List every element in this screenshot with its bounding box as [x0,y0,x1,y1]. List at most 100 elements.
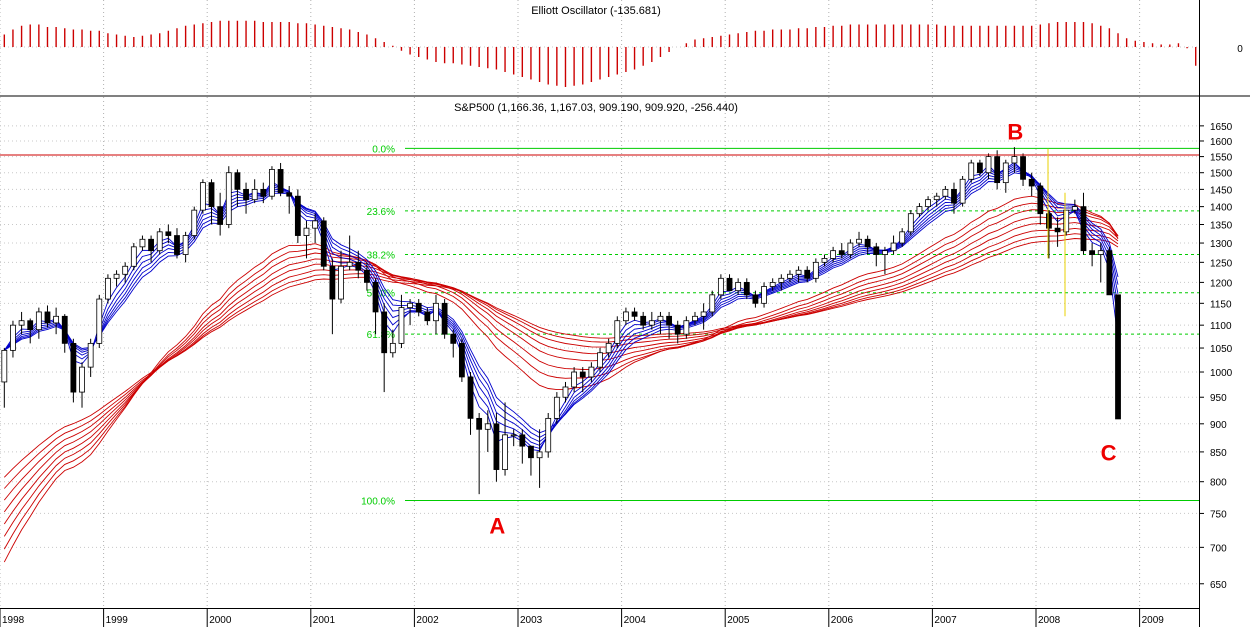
candle-body [450,333,457,344]
candle-body [925,199,931,208]
candle-body [1054,227,1061,233]
candle-body [251,188,258,201]
candle-body [959,178,966,204]
candle-body [890,242,897,252]
candle-body [70,342,77,393]
price-title: S&P500 (1,166.36, 1,167.03, 909.190, 909… [454,102,738,114]
price-grid [0,97,1199,607]
long-ma-line [3,209,1119,537]
price-axis: 650 700 750 800 850 900 950 1000 1050 1100 1150 120… [1199,122,1233,591]
date-label: 2005 [727,615,750,626]
candle-body [260,188,267,197]
candle-body [847,242,854,255]
fib-level-label: 38.2% [367,251,395,262]
candle-body [10,324,16,351]
price-label: 1400 [1210,203,1233,214]
candle-body [968,162,975,180]
price-label: 1250 [1210,258,1233,269]
short-ma-line [3,165,1119,446]
candle-body [329,265,336,300]
candle-body [976,162,983,174]
candle-body [148,238,154,252]
wave-label: C [1101,441,1117,466]
long-moving-averages [3,195,1119,563]
candle-body [338,265,344,300]
long-ma-line [3,238,1119,478]
candle-body [882,250,888,255]
candle-body [441,302,448,335]
candle-body [1028,178,1035,187]
candle-body [139,238,146,248]
candle-body [484,423,491,430]
date-label: 1999 [106,615,129,626]
price-label: 1650 [1210,122,1233,133]
candle-body [700,311,707,317]
oscillator-bars [3,20,1197,87]
candle-body [502,434,508,470]
candle-body [182,235,189,255]
candle-body [562,386,569,398]
long-ma-line [3,227,1119,501]
candle-body [717,277,724,296]
candle-body [571,371,578,388]
candle-body [553,396,560,419]
price-label: 850 [1210,448,1227,459]
candle-body [1080,206,1087,252]
date-label: 2008 [1038,615,1061,626]
candle-body [856,238,862,244]
candle-body [631,311,638,317]
candle-body [907,213,914,233]
candle-body [18,320,25,326]
candle-body [458,342,465,378]
candle-body [415,302,422,313]
candle-body [709,294,716,313]
candle-body [191,209,198,236]
wave-labels: A B C [489,119,1116,538]
candle-body [286,192,293,197]
price-label: 750 [1210,509,1227,520]
candle-body [838,250,845,255]
candle-body [830,250,837,259]
candle-body [269,169,275,197]
price-label: 1350 [1210,220,1233,231]
candle-body [787,273,793,279]
candle-body [174,235,180,255]
candle-body [87,342,94,368]
candle-body [1115,294,1121,420]
candle-body [381,311,388,354]
price-candles [1,147,1121,495]
candle-body [130,246,137,267]
candle-body [761,286,767,304]
candle-body [821,258,828,263]
candle-body [942,188,949,197]
fib-level-label: 61.8% [367,330,395,341]
candle-body [588,366,595,378]
price-label: 900 [1210,420,1227,431]
candle-body [208,182,215,208]
price-label: 1300 [1210,239,1233,250]
candle-body [648,320,655,326]
candle-body [519,434,526,447]
candle-body [243,188,249,201]
candle-body [467,376,474,419]
candle-body [122,265,129,275]
date-label: 2003 [520,615,543,626]
date-label: 2001 [313,615,336,626]
price-label: 1450 [1210,185,1233,196]
oscillator-title: Elliott Oscillator (-135.681) [531,5,661,17]
date-axis: 1998 1999 2000 2001 2002 2003 2004 2005 2006 2007… [0,609,1164,627]
candle-body [79,366,85,393]
candle-body [614,320,621,344]
price-label: 1100 [1210,321,1232,332]
candle-body [27,320,34,331]
candle-body [994,156,1001,184]
candle-body [476,417,483,430]
candle-body [812,261,819,279]
candle-body [61,315,68,344]
candle-body [234,172,241,190]
candle-body [579,371,586,378]
price-label: 1200 [1210,278,1233,289]
candle-body [1063,209,1070,233]
candle-body [916,206,923,215]
